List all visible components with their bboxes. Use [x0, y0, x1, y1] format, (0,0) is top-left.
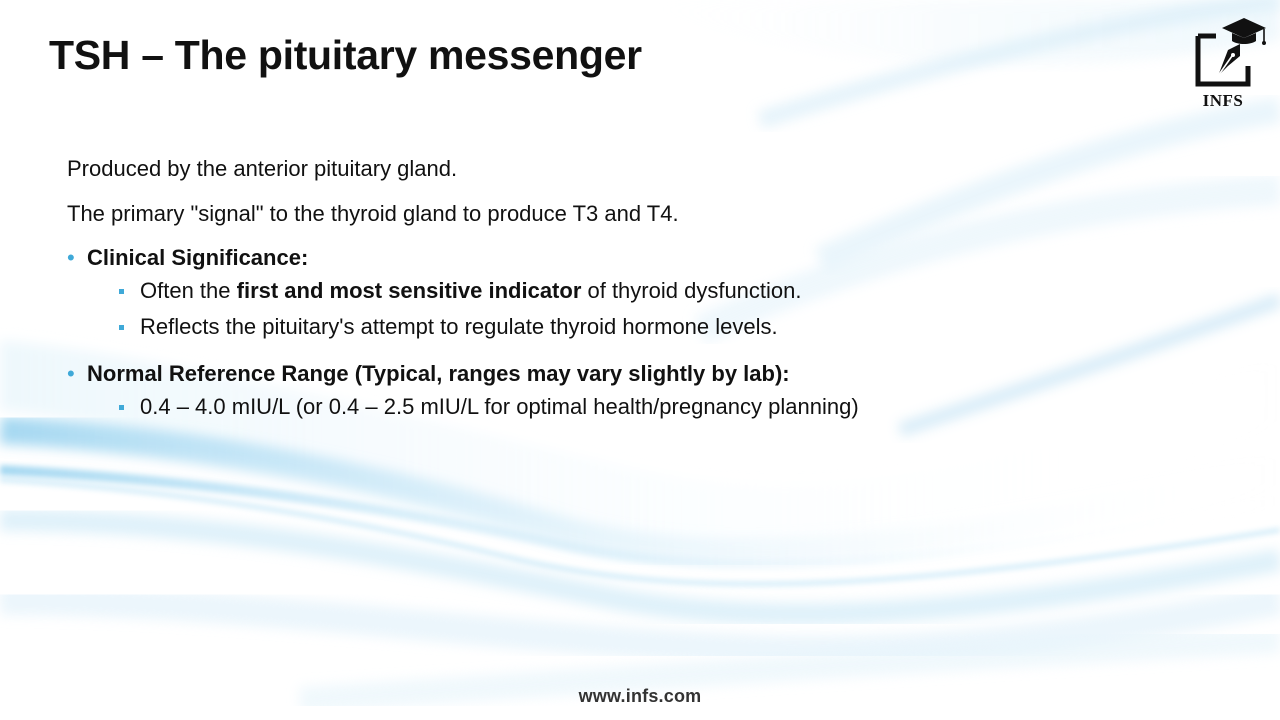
sub-bullet-square	[119, 289, 124, 294]
bullet-dot: •	[67, 245, 75, 270]
paragraph-produced-by: Produced by the anterior pituitary gland…	[67, 156, 458, 181]
paragraph-primary-signal: The primary "signal" to the thyroid glan…	[67, 201, 679, 226]
subitem-sensitive-indicator: Often the first and most sensitive indic…	[67, 276, 1067, 306]
bullet-label: Normal Reference Range (Typical, ranges …	[87, 361, 790, 386]
sub-bullet-square	[119, 405, 124, 410]
subitem-text: Reflects the pituitary's attempt to regu…	[140, 314, 778, 339]
logo-text: INFS	[1202, 91, 1244, 110]
slide-body: Produced by the anterior pituitary gland…	[67, 154, 1067, 422]
subitem-pituitary-regulation: Reflects the pituitary's attempt to regu…	[67, 312, 1067, 342]
bullet-reference-range: • Normal Reference Range (Typical, range…	[67, 359, 1067, 389]
subitem-suffix: of thyroid dysfunction.	[581, 278, 802, 303]
slide-title: TSH – The pituitary messenger	[49, 32, 642, 78]
infs-logo: INFS	[1188, 14, 1270, 114]
bullet-clinical-significance: • Clinical Significance:	[67, 243, 1067, 273]
subitem-prefix: Often the	[140, 278, 237, 303]
bullet-label: Clinical Significance:	[87, 245, 309, 270]
footer-url: www.infs.com	[578, 686, 702, 706]
subitem-range-values: 0.4 – 4.0 mIU/L (or 0.4 – 2.5 mIU/L for …	[67, 392, 1067, 422]
graduation-cap-pen-icon	[1195, 18, 1266, 87]
sub-bullet-square	[119, 325, 124, 330]
bullet-dot: •	[67, 361, 75, 386]
subitem-emphasis: first and most sensitive indicator	[236, 278, 582, 303]
subitem-text: 0.4 – 4.0 mIU/L (or 0.4 – 2.5 mIU/L for …	[140, 394, 859, 419]
